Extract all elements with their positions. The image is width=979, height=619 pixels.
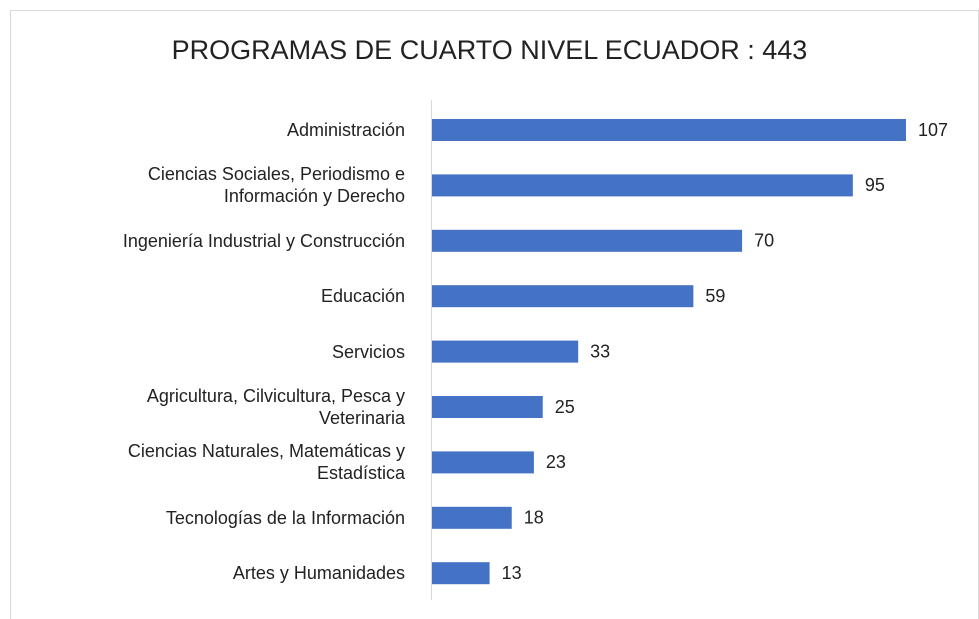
bar: [432, 396, 543, 418]
y-tick-label: Ingeniería Industrial y Construcción: [122, 230, 405, 251]
value-label: 13: [502, 563, 522, 583]
y-tick-label: Ciencias Naturales, Matemáticas y Estadí…: [127, 441, 405, 484]
value-label: 18: [524, 508, 544, 528]
value-label: 23: [546, 452, 566, 472]
bar: [432, 562, 490, 585]
bar: [432, 229, 743, 252]
bar: [432, 285, 694, 308]
bar: [432, 174, 853, 197]
value-label: 107: [918, 120, 948, 140]
bar: [432, 340, 579, 363]
value-label: 59: [705, 286, 725, 306]
chart-title: PROGRAMAS DE CUARTO NIVEL ECUADOR : 443: [171, 35, 808, 65]
y-tick-label: Administración: [286, 120, 405, 140]
bar: [432, 506, 512, 529]
y-tick-label: Tecnologías de la Información: [165, 507, 405, 528]
y-tick-label: Artes y Humanidades: [232, 563, 405, 584]
bar: [432, 119, 906, 141]
value-label: 95: [865, 175, 885, 195]
value-label: 70: [754, 231, 774, 251]
y-tick-label: Agricultura, Cilvicultura, Pesca y Veter…: [146, 386, 405, 428]
y-tick-label: Educación: [320, 286, 405, 307]
y-tick-label: Ciencias Sociales, Periodismo e Informac…: [147, 164, 405, 207]
value-label: 25: [555, 397, 575, 417]
bar: [432, 451, 534, 474]
y-tick-label: Servicios: [331, 341, 405, 362]
value-label: 33: [590, 341, 610, 361]
